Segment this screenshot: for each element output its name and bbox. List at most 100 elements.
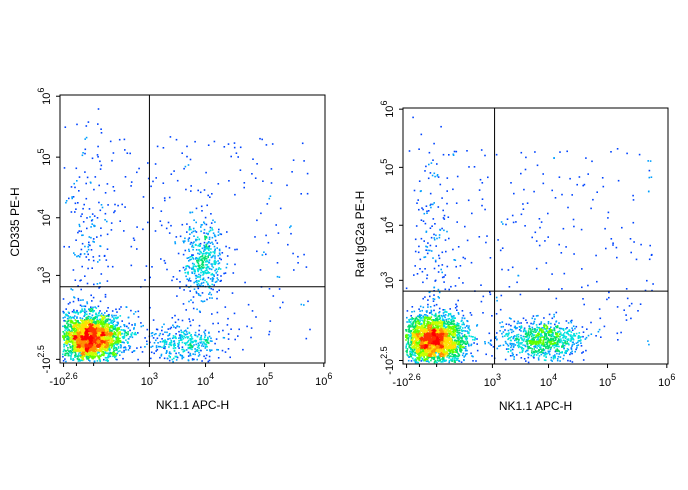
event-dot (66, 314, 68, 317)
event-dot (112, 350, 115, 353)
event-dot (163, 259, 166, 262)
event-dot (211, 272, 214, 275)
event-dot (216, 274, 219, 276)
event-dot (120, 306, 122, 308)
event-dot (78, 330, 81, 333)
event-dot (454, 333, 457, 336)
event-dot (93, 348, 96, 350)
event-dot (84, 305, 87, 308)
event-dot (129, 329, 131, 332)
event-dot (211, 340, 213, 342)
event-dot (65, 326, 67, 328)
event-dot (116, 342, 118, 344)
event-dot (114, 333, 116, 336)
event-dot (88, 333, 91, 336)
event-dot (88, 347, 90, 349)
event-dot (123, 341, 125, 344)
event-dot (62, 355, 64, 358)
event-dot (268, 330, 271, 333)
event-dot (211, 241, 213, 244)
event-dot (80, 279, 82, 281)
event-dot (154, 163, 157, 165)
event-dot (121, 341, 123, 344)
event-dot (98, 338, 100, 341)
event-dot (203, 266, 205, 269)
event-dot (85, 326, 87, 328)
event-dot (83, 326, 86, 329)
event-dot (205, 346, 207, 348)
event-dot (70, 353, 73, 356)
event-dot (455, 335, 457, 337)
event-dot (209, 229, 212, 232)
event-dot (432, 324, 434, 326)
event-dot (71, 345, 74, 347)
event-dot (74, 335, 76, 338)
event-dot (96, 330, 99, 333)
event-dot (427, 355, 429, 357)
event-dot (234, 338, 236, 341)
event-dot (182, 253, 185, 256)
event-dot (300, 193, 302, 195)
event-dot (67, 328, 69, 330)
plot-frame (59, 94, 326, 364)
event-dot (423, 332, 426, 335)
event-dot (112, 328, 115, 331)
event-dot (92, 346, 95, 348)
event-dot (432, 327, 435, 329)
event-dot (92, 240, 94, 243)
event-dot (80, 335, 83, 337)
x-tick-label: -102.6 (49, 371, 77, 388)
event-dot (72, 339, 74, 342)
event-dot (119, 354, 121, 356)
event-dot (178, 337, 180, 339)
event-dot (234, 248, 236, 251)
event-dot (103, 337, 106, 340)
event-dot (420, 323, 423, 326)
event-dot (451, 340, 454, 342)
y-tick-label: 106 (36, 88, 53, 105)
event-dot (86, 282, 89, 285)
event-dot (81, 320, 83, 322)
event-dot (168, 355, 170, 357)
event-dot (93, 325, 95, 327)
event-dot (186, 155, 188, 158)
event-dot (426, 311, 428, 313)
event-dot (98, 184, 100, 187)
event-dot (119, 333, 121, 335)
event-dot (71, 330, 73, 332)
event-dot (194, 265, 196, 267)
event-dot (65, 350, 67, 352)
event-dot (440, 349, 443, 352)
event-dot (92, 341, 94, 344)
event-dot (80, 359, 82, 361)
event-dot (201, 259, 204, 262)
event-dot (115, 347, 118, 349)
event-dot (78, 358, 81, 361)
event-dot (75, 329, 78, 331)
event-dot (208, 254, 210, 256)
event-dot (458, 360, 461, 363)
event-dot (406, 316, 408, 319)
event-dot (74, 356, 76, 358)
x-tick-label: 105 (256, 371, 273, 388)
event-dot (68, 197, 70, 200)
event-dot (187, 257, 190, 259)
event-dot (80, 319, 82, 321)
event-dot (192, 227, 195, 230)
event-dot (100, 204, 103, 206)
event-dot (186, 336, 188, 338)
event-dot (72, 340, 74, 343)
event-dot (169, 356, 171, 359)
event-dot (75, 335, 77, 337)
event-dot (84, 245, 86, 248)
event-dot (162, 182, 165, 184)
event-dot (162, 340, 165, 343)
event-dot (181, 348, 183, 351)
event-dot (73, 334, 75, 336)
event-dot (116, 338, 118, 340)
event-dot (77, 354, 80, 357)
event-dot (461, 310, 464, 312)
event-dot (210, 263, 213, 265)
event-dot (137, 358, 139, 361)
event-dot (112, 327, 114, 330)
